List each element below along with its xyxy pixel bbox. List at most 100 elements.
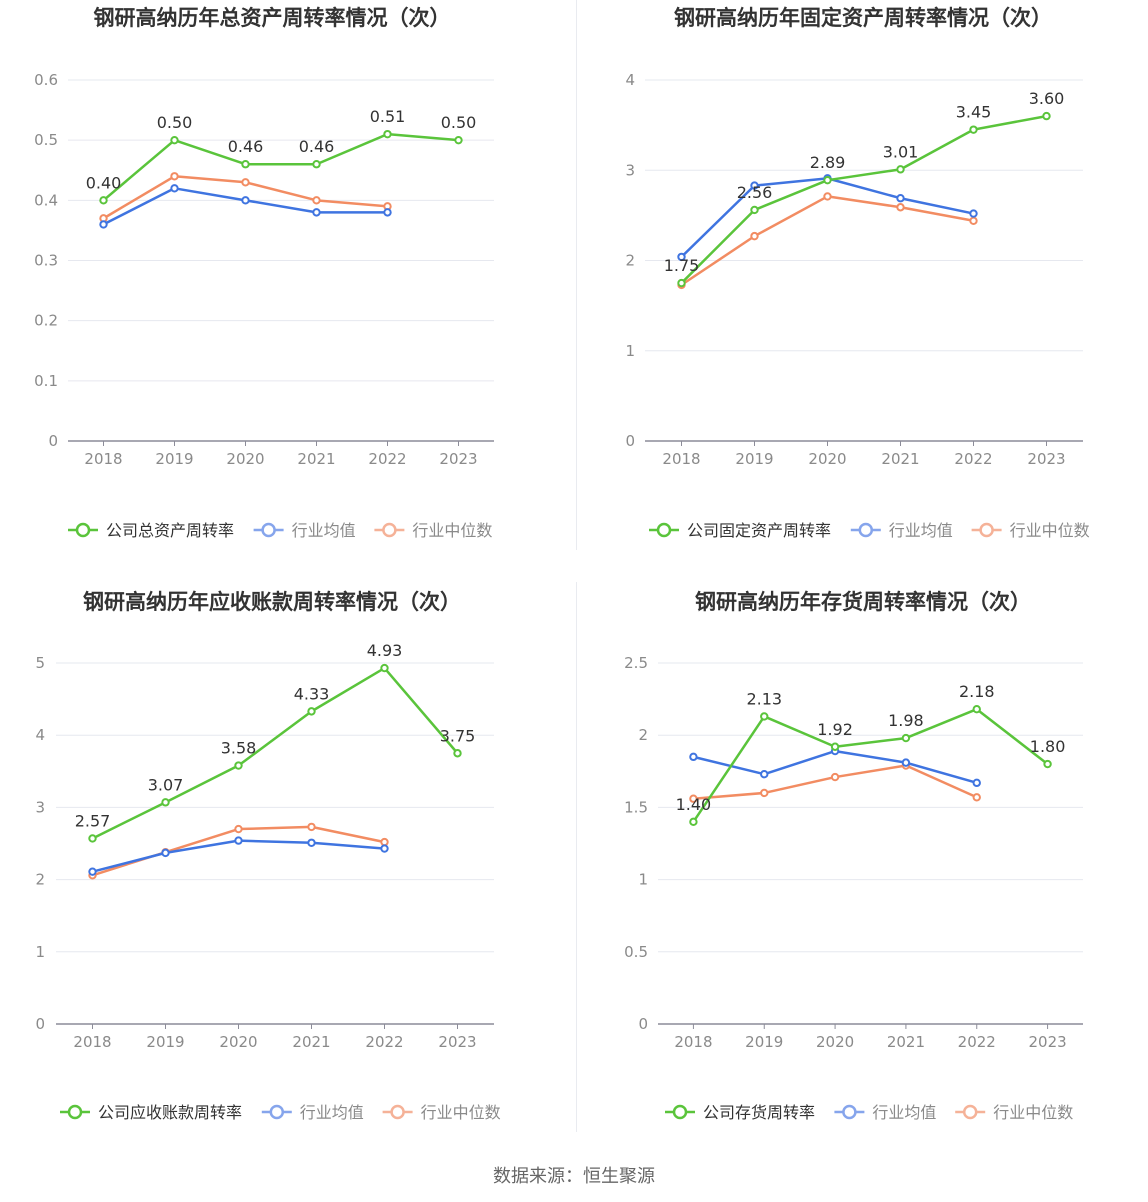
legend-marker [390,1104,405,1120]
data-point-industry_avg[interactable] [88,867,97,876]
legend-item-industry_median[interactable]: 行业中位数 [374,521,492,540]
y-tick-label: 0.6 [34,71,58,89]
data-point-company[interactable] [161,798,170,807]
y-tick-label: 3 [625,161,635,179]
data-point-company[interactable] [677,278,686,288]
series-line-company [102,132,459,202]
data-point-industry_avg[interactable] [307,838,316,847]
data-point-company[interactable] [1042,111,1051,121]
data-point-company[interactable] [830,742,840,751]
data-label: 1.75 [664,256,700,275]
data-point-company[interactable] [99,196,108,205]
data-point-company[interactable] [823,175,832,185]
data-point-industry_avg[interactable] [383,208,392,217]
y-tick-label: 1 [35,943,45,961]
data-point-industry_median[interactable] [750,231,759,241]
legend-item-industry_avg[interactable]: 行业均值 [850,521,953,540]
y-tick-label: 4 [625,71,635,89]
legend-item-industry_median[interactable]: 行业中位数 [971,521,1090,540]
data-point-industry_median[interactable] [234,824,243,834]
data-point-industry_avg[interactable] [972,778,981,788]
data-point-company[interactable] [453,749,462,758]
data-point-industry_median[interactable] [689,794,698,803]
legend-item-industry_avg[interactable]: 行业均值 [834,1103,936,1122]
data-label: 3.07 [148,775,184,794]
data-point-industry_median[interactable] [380,837,389,847]
data-point-industry_median[interactable] [312,196,321,205]
legend-marker [75,522,91,538]
data-label: 4.33 [294,684,330,703]
data-point-company[interactable] [901,733,911,743]
data-point-company[interactable] [380,663,389,673]
legend-item-company[interactable]: 公司应收账款周转率 [60,1103,242,1122]
legend-item-industry_median[interactable]: 行业中位数 [955,1103,1073,1122]
data-point-industry_avg[interactable] [760,769,769,779]
y-tick-label: 0 [48,432,58,450]
data-point-industry_median[interactable] [307,822,316,832]
data-point-industry_median[interactable] [823,192,832,201]
data-point-industry_avg[interactable] [170,184,179,193]
data-point-industry_median[interactable] [241,178,250,187]
legend-item-industry_median[interactable]: 行业中位数 [382,1103,501,1122]
data-point-company[interactable] [88,834,97,843]
data-point-company[interactable] [750,205,759,215]
legend-item-industry_avg[interactable]: 行业均值 [261,1103,364,1122]
data-point-industry_avg[interactable] [689,752,698,762]
legend-marker [269,1104,285,1120]
data-point-industry_median[interactable] [170,172,179,181]
data-label: 2.89 [810,153,846,172]
data-point-company[interactable] [454,135,463,145]
legend-label: 行业中位数 [993,1103,1073,1122]
y-tick-label: 0.5 [624,943,648,961]
data-point-industry_avg[interactable] [750,181,759,190]
data-label: 1.92 [817,720,853,739]
data-point-industry_avg[interactable] [161,848,170,858]
data-point-company[interactable] [896,165,905,174]
y-tick-label: 2 [35,871,45,889]
x-tick-label: 2018 [84,450,122,468]
legend-item-company[interactable]: 公司总资产周转率 [68,521,234,540]
data-point-company[interactable] [972,705,981,714]
data-point-industry_median[interactable] [830,772,840,782]
legend-label: 行业均值 [872,1103,936,1122]
legend-label: 公司应收账款周转率 [98,1103,242,1122]
data-point-industry_avg[interactable] [380,844,389,853]
legend-item-industry_avg[interactable]: 行业均值 [253,521,356,540]
x-tick-label: 2018 [674,1033,712,1051]
data-point-industry_avg[interactable] [896,194,905,203]
data-point-industry_median[interactable] [896,203,905,212]
legend-item-company[interactable]: 公司固定资产周转率 [649,521,831,540]
data-point-industry_avg[interactable] [901,758,911,767]
data-point-industry_median[interactable] [760,788,769,798]
y-tick-label: 3 [35,798,45,816]
data-point-industry_avg[interactable] [241,196,250,205]
vertical-divider [576,582,577,1132]
data-point-company[interactable] [760,712,769,721]
legend-marker [656,522,672,538]
data-point-company[interactable] [689,817,698,827]
data-label: 1.40 [676,795,712,814]
data-point-company[interactable] [241,160,250,169]
data-point-company[interactable] [1043,759,1052,769]
data-label: 0.40 [86,173,122,192]
x-tick-label: 2022 [954,450,992,468]
data-point-industry_avg[interactable] [234,836,243,845]
legend-item-company[interactable]: 公司存货周转率 [665,1103,815,1122]
data-label: 2.13 [746,689,782,708]
data-point-industry_median[interactable] [969,216,978,225]
data-point-industry_avg[interactable] [969,209,978,218]
chart-title: 钢研高纳历年存货周转率情况（次） [695,590,1031,614]
data-point-company[interactable] [307,707,316,716]
x-tick-label: 2023 [438,1033,476,1051]
data-point-company[interactable] [312,160,321,169]
data-point-company[interactable] [383,129,392,139]
data-point-industry_median[interactable] [972,793,981,802]
chart-svg: 钢研高纳历年固定资产周转率情况（次） 0 1 2 3 4 2018 2019 2020 2021 2… [625,6,1090,540]
data-point-industry_avg[interactable] [677,252,686,262]
series-line-industry_median [92,825,385,877]
data-point-industry_avg[interactable] [99,220,108,229]
data-point-company[interactable] [170,135,179,145]
data-point-company[interactable] [234,761,243,770]
data-point-company[interactable] [969,125,978,134]
data-point-industry_avg[interactable] [312,208,321,217]
